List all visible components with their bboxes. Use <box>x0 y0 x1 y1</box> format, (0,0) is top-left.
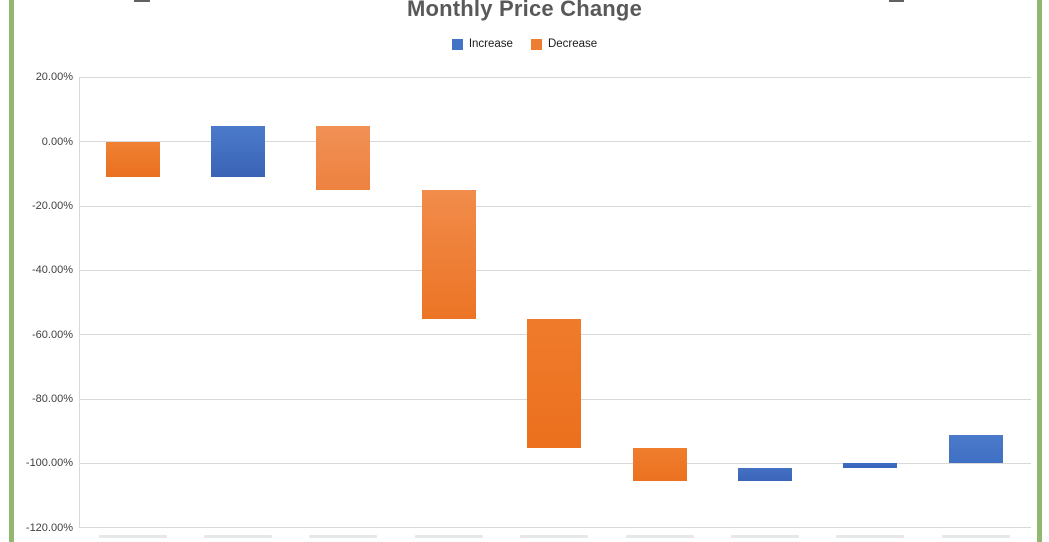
x-axis-label-cropped <box>730 535 799 538</box>
gridline-20.00% <box>80 76 1031 78</box>
waterfall-bar-3-decrease[interactable] <box>316 126 371 191</box>
x-axis-label-cropped <box>941 535 1010 538</box>
y-axis-tick-label: 0.00% <box>41 135 73 148</box>
waterfall-bar-7-increase[interactable] <box>737 468 792 482</box>
legend-label: Decrease <box>547 38 598 50</box>
gridline--100.00% <box>80 462 1031 464</box>
y-axis-tick-label: -60.00% <box>32 328 73 341</box>
y-axis-tick-label: -40.00% <box>32 264 73 277</box>
left-green-border <box>9 0 14 542</box>
waterfall-bar-4-decrease[interactable] <box>421 190 476 320</box>
waterfall-bar-9-increase[interactable] <box>948 435 1003 463</box>
legend-swatch-increase <box>451 38 463 50</box>
y-axis-tick-label: -100.00% <box>25 457 73 470</box>
y-axis-tick-label: -80.00% <box>32 393 73 406</box>
x-axis-label-cropped <box>625 535 694 538</box>
legend-item-decrease[interactable]: Decrease <box>530 38 598 50</box>
gridline--40.00% <box>80 269 1031 271</box>
y-axis-tick-label: 20.00% <box>35 71 73 84</box>
legend-swatch-decrease <box>530 38 542 50</box>
legend-item-increase[interactable]: Increase <box>451 38 513 50</box>
waterfall-bar-5-decrease[interactable] <box>527 319 582 448</box>
x-axis-label-cropped <box>309 535 378 538</box>
x-axis-label-cropped <box>98 535 167 538</box>
cropped-content-mark-left <box>134 0 150 2</box>
cropped-content-mark-right <box>889 0 904 2</box>
x-axis-label-cropped <box>520 535 589 538</box>
y-axis-tick-label: -120.00% <box>25 521 73 534</box>
x-axis-label-cropped <box>414 535 483 538</box>
chart-legend: Increase Decrease <box>14 38 1035 50</box>
waterfall-bar-2-increase[interactable] <box>210 126 265 177</box>
gridline-0.00% <box>80 141 1031 143</box>
x-axis-label-cropped <box>203 535 272 538</box>
gridline--20.00% <box>80 205 1031 207</box>
x-axis-label-cropped <box>836 535 905 538</box>
waterfall-bar-6-decrease[interactable] <box>632 448 687 482</box>
right-green-border <box>1037 0 1042 542</box>
chart-title: Monthly Price Change <box>406 0 643 21</box>
waterfall-bar-8-increase[interactable] <box>843 462 898 469</box>
y-axis-tick-label: -20.00% <box>32 200 73 213</box>
legend-label: Increase <box>468 38 513 50</box>
waterfall-bar-1-decrease[interactable] <box>105 141 160 177</box>
